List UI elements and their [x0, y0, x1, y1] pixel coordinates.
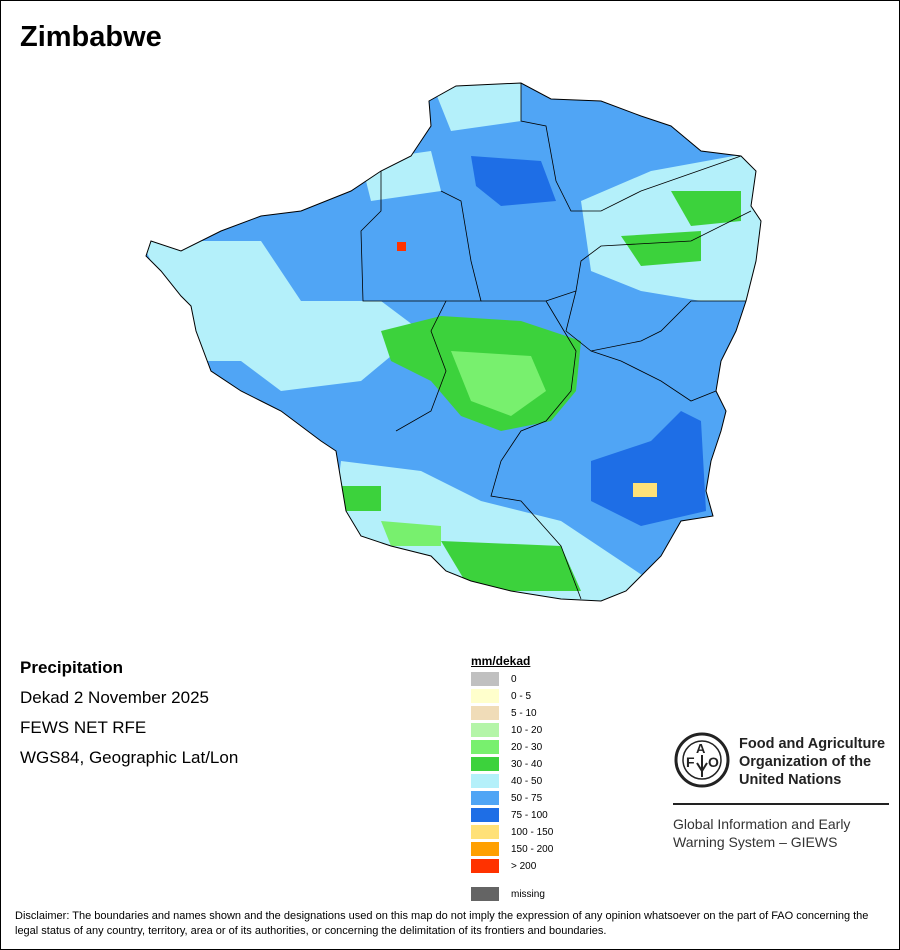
legend-swatch [471, 842, 499, 856]
fao-organization-name: Food and Agriculture Organization of the… [739, 736, 886, 788]
legend-item: 0 [471, 672, 517, 686]
legend-item: > 200 [471, 859, 536, 873]
fao-emblem-icon: F A O [674, 732, 730, 788]
legend-item: 10 - 20 [471, 723, 542, 737]
legend-item: 75 - 100 [471, 808, 548, 822]
legend-swatch [471, 706, 499, 720]
zone-20-30-central [451, 351, 546, 416]
rainfall-raster [146, 83, 761, 601]
province-boundaries [360, 83, 752, 600]
legend-label: 75 - 100 [511, 809, 548, 821]
legend-item: 5 - 10 [471, 706, 537, 720]
legend-label: missing [511, 888, 545, 900]
legend-item: 20 - 30 [471, 740, 542, 754]
legend-swatch [471, 808, 499, 822]
legend-label: 100 - 150 [511, 826, 554, 838]
precipitation-map [145, 82, 762, 602]
legend-item: 50 - 75 [471, 791, 542, 805]
legend-item: 30 - 40 [471, 757, 542, 771]
legend-swatch [471, 774, 499, 788]
legend-swatch [471, 723, 499, 737]
source-label: FEWS NET RFE [20, 718, 147, 737]
zone-20-30-southwest [381, 521, 441, 546]
map-title: Zimbabwe [20, 21, 162, 53]
legend-item-missing: missing [471, 887, 545, 901]
legend-swatch [471, 689, 499, 703]
giews-name: Global Information and Early Warning Sys… [673, 816, 851, 850]
legend-label: 40 - 50 [511, 775, 543, 787]
svg-text:O: O [708, 754, 719, 770]
legend-swatch [471, 887, 499, 901]
zone-100-150 [633, 483, 657, 497]
legend-label: 50 - 75 [511, 792, 543, 804]
legend-label: 0 - 5 [511, 690, 532, 702]
period-label: Dekad 2 November 2025 [20, 688, 210, 707]
zone-40-50-west [146, 241, 421, 391]
legend-swatch [471, 791, 499, 805]
disclaimer: Disclaimer: The boundaries and names sho… [15, 910, 869, 937]
zone-40-50-north [431, 83, 521, 131]
fao-logo-block: F A O Food and Agriculture Organization … [673, 731, 889, 850]
legend-label: 0 [511, 673, 517, 685]
legend-swatch [471, 859, 499, 873]
zone-30-40-southwest [341, 486, 381, 511]
legend-item: 0 - 5 [471, 689, 531, 703]
legend-label: 10 - 20 [511, 724, 543, 736]
legend-swatch [471, 672, 499, 686]
legend-swatch [471, 825, 499, 839]
zone-30-40-east [621, 231, 701, 266]
svg-text:A: A [696, 741, 706, 756]
legend-label: 150 - 200 [511, 843, 554, 855]
zone-40-50-northeast [581, 151, 761, 301]
logo-divider [673, 803, 889, 805]
zone-30-40-south [441, 541, 581, 591]
legend-item: 40 - 50 [471, 774, 542, 788]
legend-label: 30 - 40 [511, 758, 543, 770]
legend-title: mm/dekad [471, 654, 531, 668]
zone-over-200 [397, 242, 406, 251]
projection-label: WGS84, Geographic Lat/Lon [20, 748, 239, 767]
zone-75-100-southeast [591, 411, 706, 526]
legend-label: 20 - 30 [511, 741, 543, 753]
svg-text:F: F [686, 754, 695, 770]
variable-label: Precipitation [20, 658, 123, 677]
legend-swatch [471, 757, 499, 771]
legend-swatch [471, 740, 499, 754]
zone-30-40-northeast [671, 191, 741, 226]
legend-item: 150 - 200 [471, 842, 553, 856]
legend-label: 5 - 10 [511, 707, 537, 719]
zone-75-100-north [471, 156, 556, 206]
legend-item: 100 - 150 [471, 825, 553, 839]
legend-label: > 200 [511, 860, 537, 872]
